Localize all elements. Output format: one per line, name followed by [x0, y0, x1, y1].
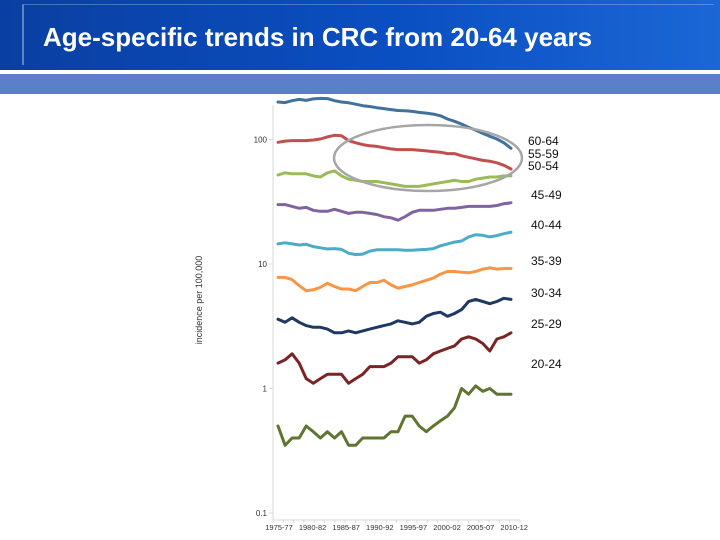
series-label-35-39: 35-39 — [531, 254, 562, 268]
header-stripe — [0, 74, 720, 94]
header-banner: Age-specific trends in CRC from 20-64 ye… — [0, 0, 720, 70]
series-label-55-59: 55-59 — [528, 147, 559, 161]
chart-axes: 100 10 1 0.1 1975-77 1980-82 1985-87 1990-92 199… — [254, 105, 528, 532]
highlight-ellipse — [332, 123, 524, 193]
y-tick-label: 100 — [254, 136, 268, 145]
x-tick-label: 1995-97 — [400, 523, 428, 532]
series-label-30-34: 30-34 — [531, 286, 562, 300]
y-tick-label: 0.1 — [256, 509, 268, 518]
series-line-50-54 — [276, 169, 513, 188]
x-tick-label: 1990-92 — [366, 523, 394, 532]
y-tick-label: 1 — [263, 385, 268, 394]
series-line-30-34 — [276, 296, 513, 335]
series-line-45-49 — [276, 201, 513, 222]
series-label-40-44: 40-44 — [531, 218, 562, 232]
x-tick-label: 2005-07 — [467, 523, 495, 532]
x-tick-label: 1975-77 — [265, 523, 293, 532]
series-line-40-44 — [276, 230, 513, 257]
series-label-25-29: 25-29 — [531, 317, 562, 331]
x-tick-label: 1980-82 — [299, 523, 327, 532]
series-label-50-54: 50-54 — [528, 159, 559, 173]
x-tick-label: 2000-02 — [433, 523, 461, 532]
series-label-60-64: 60-64 — [528, 134, 559, 148]
series-label-45-49: 45-49 — [531, 188, 562, 202]
banner-frame — [22, 4, 714, 65]
chart-series — [276, 96, 524, 447]
slide-title: Age-specific trends in CRC from 20-64 ye… — [43, 22, 593, 52]
series-label-20-24: 20-24 — [531, 357, 562, 371]
x-tick-label: 2010-12 — [500, 523, 528, 532]
series-line-55-59 — [276, 133, 513, 171]
y-tick-label: 10 — [258, 260, 267, 269]
x-tick-label: 1985-87 — [332, 523, 360, 532]
y-axis-label: incidence per 100,000 — [194, 256, 204, 345]
series-line-35-39 — [276, 266, 513, 293]
series-line-25-29 — [276, 331, 513, 385]
series-line-20-24 — [276, 384, 513, 447]
